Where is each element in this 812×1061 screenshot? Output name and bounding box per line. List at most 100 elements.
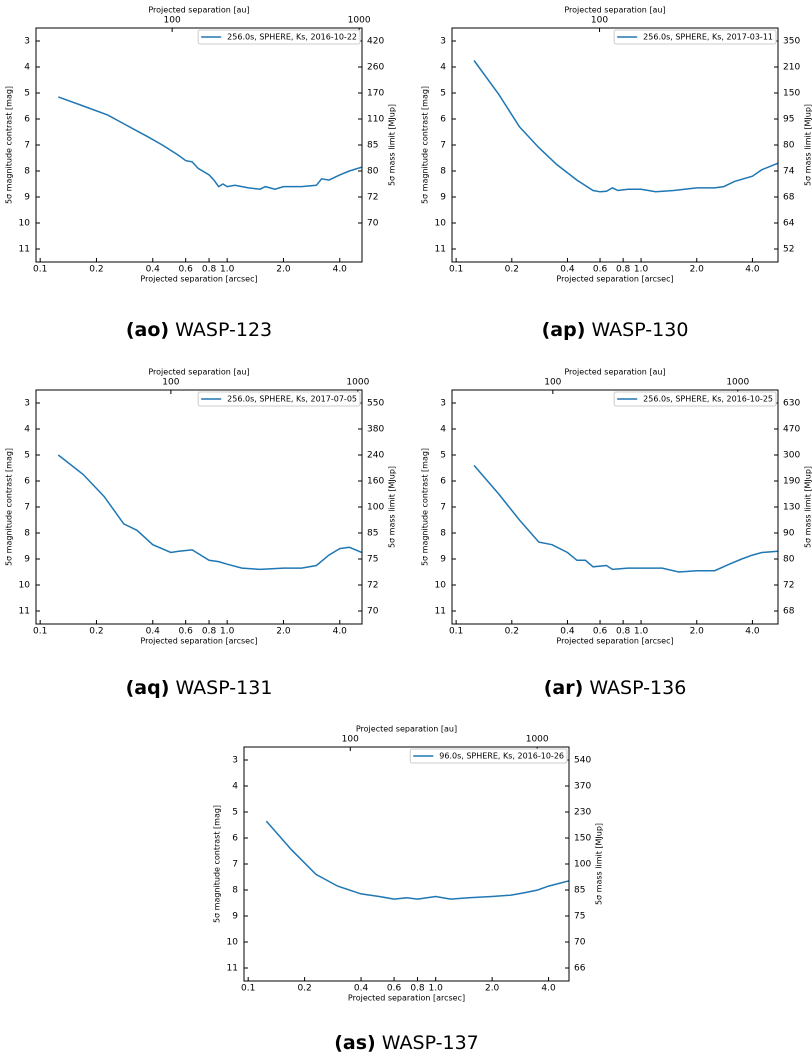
y2-tick-label: 90	[783, 529, 795, 539]
legend-label: 256.0s, SPHERE, Ks, 2017-07-05	[227, 395, 357, 404]
x2-axis-label: Projected separation [au]	[148, 6, 249, 15]
y-tick-label: 7	[440, 141, 446, 151]
y-tick-label: 6	[24, 477, 30, 487]
legend-box	[197, 29, 361, 45]
caption: (as) WASP-137	[334, 1032, 479, 1054]
y-tick-label: 5	[24, 89, 30, 99]
y-axis-label: 5σ magnitude contrast [mag]	[421, 86, 430, 204]
y-tick-label: 11	[19, 607, 30, 617]
caption: (aq) WASP-131	[126, 677, 273, 699]
y2-tick-label: 160	[367, 477, 384, 487]
y2-tick-label: 150	[574, 834, 591, 844]
y2-tick-label: 150	[783, 89, 800, 99]
x2-tick-label: 100	[162, 378, 179, 388]
y2-tick-label: 420	[367, 37, 384, 47]
y-tick-label: 7	[24, 503, 30, 513]
x-tick-label: 0.4	[560, 265, 575, 275]
y-tick-label: 5	[232, 808, 238, 818]
caption: (ap) WASP-130	[542, 319, 689, 341]
x-tick-label: 0.2	[89, 265, 103, 275]
caption-title: WASP-136	[589, 677, 686, 699]
x-tick-label: 0.4	[146, 265, 161, 275]
x-tick-label: 0.1	[241, 984, 255, 994]
y2-tick-label: 74	[783, 167, 795, 177]
y-axis-label: 5σ magnitude contrast [mag]	[421, 448, 430, 566]
y-tick-label: 8	[24, 167, 30, 177]
y2-tick-label: 70	[367, 219, 379, 229]
plot-frame	[243, 746, 570, 982]
y2-tick-label: 630	[783, 399, 800, 409]
legend-label: 256.0s, SPHERE, Ks, 2016-10-22	[227, 33, 357, 42]
x-tick-label: 0.2	[89, 627, 103, 637]
data-line	[473, 464, 778, 573]
y-tick-label: 6	[24, 115, 30, 125]
x2-tick-label: 1000	[346, 378, 369, 388]
caption-title: WASP-137	[382, 1032, 479, 1054]
y-tick-label: 10	[435, 219, 447, 229]
y2-tick-label: 550	[367, 399, 384, 409]
x2-tick-label: 1000	[726, 378, 749, 388]
x-axis-label: Projected separation [arcsec]	[348, 994, 465, 1003]
y2-tick-label: 230	[574, 808, 591, 818]
y2-axis-label: 5σ mass limit [MJup]	[595, 823, 604, 905]
x-tick-label: 0.1	[449, 265, 463, 275]
legend-box	[197, 391, 361, 407]
y2-tick-label: 210	[783, 63, 800, 73]
legend-box	[409, 748, 568, 764]
x-tick-label: 2.0	[276, 265, 291, 275]
plot-frame	[35, 389, 363, 625]
x-axis-label: Projected separation [arcsec]	[140, 275, 257, 284]
y-tick-label: 11	[435, 245, 446, 255]
panel: 0.1 0.2 0.4 0.6 0.8 1.0 2.0 4.0 3 4 5 6 7 8 9 10 11 630 47…	[421, 368, 812, 699]
x-tick-label: 0.6	[593, 627, 608, 637]
x-tick-label: 2.0	[690, 627, 705, 637]
y-tick-label: 5	[24, 451, 30, 461]
y-tick-label: 9	[24, 193, 30, 203]
panel: 0.1 0.2 0.4 0.6 0.8 1.0 2.0 4.0 3 4 5 6 7 8 9 10 11 550 38…	[5, 368, 397, 699]
panel: 0.1 0.2 0.4 0.6 0.8 1.0 2.0 4.0 3 4 5 6 7 8 9 10 11 350 21…	[421, 6, 812, 341]
x-tick-label: 0.4	[560, 627, 575, 637]
y-tick-label: 6	[440, 477, 446, 487]
x-tick-label: 0.1	[33, 265, 47, 275]
caption-label: (as)	[334, 1032, 376, 1054]
caption-title: WASP-131	[175, 677, 272, 699]
y-tick-label: 3	[440, 37, 446, 47]
x-tick-label: 0.1	[33, 627, 47, 637]
y2-tick-label: 470	[783, 425, 800, 435]
y2-tick-label: 350	[783, 37, 800, 47]
x-tick-label: 2.0	[276, 627, 291, 637]
y2-tick-label: 100	[574, 860, 591, 870]
y2-tick-label: 170	[367, 89, 384, 99]
y-tick-label: 4	[440, 63, 446, 73]
caption-title: WASP-123	[175, 319, 272, 341]
x-tick-label: 1.0	[634, 265, 649, 275]
y-tick-label: 3	[440, 399, 446, 409]
x-tick-label: 1.0	[429, 984, 444, 994]
y2-tick-label: 85	[574, 886, 585, 896]
legend-box	[613, 391, 777, 407]
x-tick-label: 0.1	[449, 627, 463, 637]
y-tick-label: 4	[24, 63, 30, 73]
caption-label: (ap)	[542, 319, 586, 341]
plot-frame	[35, 27, 363, 263]
y-tick-label: 10	[227, 938, 239, 948]
y-tick-label: 7	[440, 503, 446, 513]
y-tick-label: 4	[24, 425, 30, 435]
y-tick-label: 7	[232, 860, 238, 870]
x-tick-label: 0.8	[202, 265, 217, 275]
y2-tick-label: 80	[367, 167, 379, 177]
y-tick-label: 11	[435, 607, 446, 617]
y2-tick-label: 95	[783, 115, 794, 125]
y-tick-label: 9	[440, 193, 446, 203]
x-tick-label: 1.0	[634, 627, 649, 637]
x-tick-label: 0.2	[505, 265, 519, 275]
y2-axis-label: 5σ mass limit [MJup]	[804, 466, 812, 548]
y2-tick-label: 85	[367, 529, 378, 539]
y2-tick-label: 64	[783, 219, 795, 229]
y-tick-label: 10	[19, 581, 31, 591]
y-tick-label: 4	[440, 425, 446, 435]
x-axis-label: Projected separation [arcsec]	[556, 637, 673, 646]
x-tick-label: 4.0	[745, 265, 760, 275]
x-axis-label: Projected separation [arcsec]	[140, 637, 257, 646]
x-tick-label: 4.0	[333, 265, 348, 275]
